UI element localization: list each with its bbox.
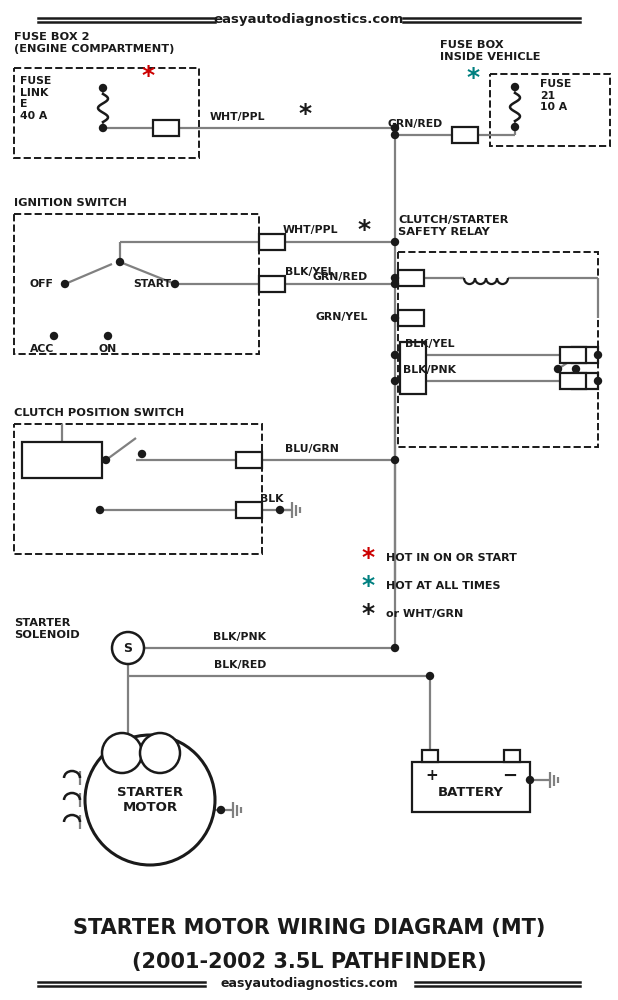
Circle shape <box>391 274 399 282</box>
Circle shape <box>138 450 145 458</box>
Circle shape <box>99 124 106 131</box>
Bar <box>14 214 259 354</box>
Circle shape <box>527 776 533 784</box>
Text: BLK/YEL: BLK/YEL <box>286 267 335 277</box>
Text: (2001-2002 3.5L PATHFINDER): (2001-2002 3.5L PATHFINDER) <box>132 952 486 972</box>
Text: −: − <box>502 767 517 785</box>
Text: BLK/RED: BLK/RED <box>214 660 266 670</box>
Bar <box>572 347 598 363</box>
Text: BLK: BLK <box>260 494 284 504</box>
Circle shape <box>391 238 399 245</box>
Bar <box>14 424 262 554</box>
Circle shape <box>117 258 124 265</box>
Text: +: + <box>426 768 438 784</box>
Circle shape <box>140 733 180 773</box>
Circle shape <box>391 280 399 288</box>
Circle shape <box>391 131 399 138</box>
Text: BATTERY: BATTERY <box>438 786 504 800</box>
Text: S: S <box>124 642 132 654</box>
Bar <box>259 234 285 250</box>
Circle shape <box>62 280 69 288</box>
Text: FUSE
21
10 A: FUSE 21 10 A <box>540 79 571 112</box>
Text: *: * <box>467 66 480 90</box>
Text: or WHT/GRN: or WHT/GRN <box>386 609 464 619</box>
Circle shape <box>391 352 399 359</box>
Text: ACC: ACC <box>30 344 54 354</box>
Circle shape <box>391 314 399 322</box>
Bar <box>259 276 285 292</box>
Text: BLK/YEL: BLK/YEL <box>405 339 455 349</box>
Circle shape <box>104 332 111 340</box>
Circle shape <box>51 332 57 340</box>
Bar <box>412 762 530 812</box>
Circle shape <box>595 352 601 359</box>
Bar <box>398 252 598 447</box>
Bar <box>504 750 520 762</box>
Text: IGNITION SWITCH: IGNITION SWITCH <box>14 198 127 208</box>
Text: *: * <box>357 218 371 242</box>
Bar <box>236 502 262 518</box>
Circle shape <box>572 365 580 372</box>
Text: FUSE
LINK
E
40 A: FUSE LINK E 40 A <box>20 76 51 121</box>
Circle shape <box>512 84 519 91</box>
Bar <box>422 750 438 762</box>
Text: GRN/RED: GRN/RED <box>387 119 442 129</box>
Text: BLK/PNK: BLK/PNK <box>404 365 457 375</box>
Text: BLK/PNK: BLK/PNK <box>213 632 266 642</box>
Text: HOT AT ALL TIMES: HOT AT ALL TIMES <box>386 581 501 591</box>
Text: WHT/PPL: WHT/PPL <box>210 112 265 122</box>
Circle shape <box>595 377 601 384</box>
Text: START: START <box>133 279 171 289</box>
Circle shape <box>85 735 215 865</box>
Text: *: * <box>298 102 311 126</box>
Text: STARTER
MOTOR: STARTER MOTOR <box>117 786 183 814</box>
Text: easyautodiagnostics.com: easyautodiagnostics.com <box>220 977 398 990</box>
Text: *: * <box>142 64 154 88</box>
Text: GRN/RED: GRN/RED <box>313 272 368 282</box>
Text: easyautodiagnostics.com: easyautodiagnostics.com <box>214 13 404 26</box>
Bar <box>572 373 598 389</box>
Text: STARTER
SOLENOID: STARTER SOLENOID <box>14 618 80 640</box>
Circle shape <box>99 85 106 92</box>
Circle shape <box>391 456 399 464</box>
Circle shape <box>218 806 224 814</box>
Circle shape <box>554 365 562 372</box>
Circle shape <box>102 733 142 773</box>
Bar <box>398 270 424 286</box>
Text: FUSE BOX
INSIDE VEHICLE: FUSE BOX INSIDE VEHICLE <box>440 40 541 62</box>
Bar <box>22 442 102 478</box>
Text: *: * <box>362 546 375 570</box>
Text: CLUTCH/STARTER
SAFETY RELAY: CLUTCH/STARTER SAFETY RELAY <box>398 215 509 237</box>
Bar <box>153 120 179 136</box>
Bar <box>398 310 424 326</box>
Circle shape <box>172 280 179 288</box>
Text: BLU/GRN: BLU/GRN <box>285 444 339 454</box>
Text: *: * <box>362 602 375 626</box>
Circle shape <box>112 632 144 664</box>
Circle shape <box>391 645 399 652</box>
Text: CLUTCH POSITION SWITCH: CLUTCH POSITION SWITCH <box>14 408 184 418</box>
Bar <box>236 452 262 468</box>
Circle shape <box>96 506 103 514</box>
Bar <box>400 342 426 394</box>
Bar <box>490 74 610 146</box>
Circle shape <box>103 456 109 464</box>
Text: ON: ON <box>99 344 117 354</box>
Bar <box>560 373 586 389</box>
Circle shape <box>391 124 399 131</box>
Text: FUSE BOX 2
(ENGINE COMPARTMENT): FUSE BOX 2 (ENGINE COMPARTMENT) <box>14 32 174 54</box>
Circle shape <box>276 506 284 514</box>
Text: WHT/PPL: WHT/PPL <box>282 225 338 235</box>
Bar <box>560 347 586 363</box>
Text: HOT IN ON OR START: HOT IN ON OR START <box>386 553 517 563</box>
Circle shape <box>391 377 399 384</box>
Bar <box>452 127 478 143</box>
Text: *: * <box>362 574 375 598</box>
Text: OFF: OFF <box>30 279 54 289</box>
Circle shape <box>426 672 433 680</box>
Text: STARTER MOTOR WIRING DIAGRAM (MT): STARTER MOTOR WIRING DIAGRAM (MT) <box>73 918 545 938</box>
Text: GRN/YEL: GRN/YEL <box>316 312 368 322</box>
Circle shape <box>512 123 519 130</box>
Bar <box>14 68 199 158</box>
